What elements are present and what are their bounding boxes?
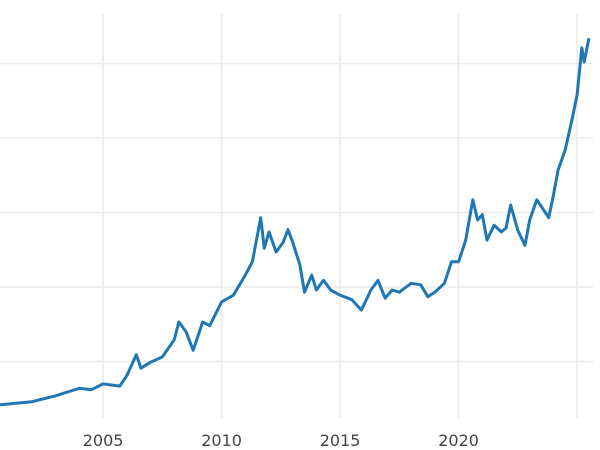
series-line	[0, 37, 591, 407]
x-tick-label: 2005	[83, 431, 124, 450]
gridlines	[0, 14, 593, 418]
x-tick-label: 2020	[438, 431, 479, 450]
x-tick-label: 2010	[201, 431, 242, 450]
series-layer	[0, 37, 591, 407]
x-tick-label: 2015	[320, 431, 361, 450]
x-axis-ticks: 2005 2010 2015 2020	[83, 431, 479, 450]
